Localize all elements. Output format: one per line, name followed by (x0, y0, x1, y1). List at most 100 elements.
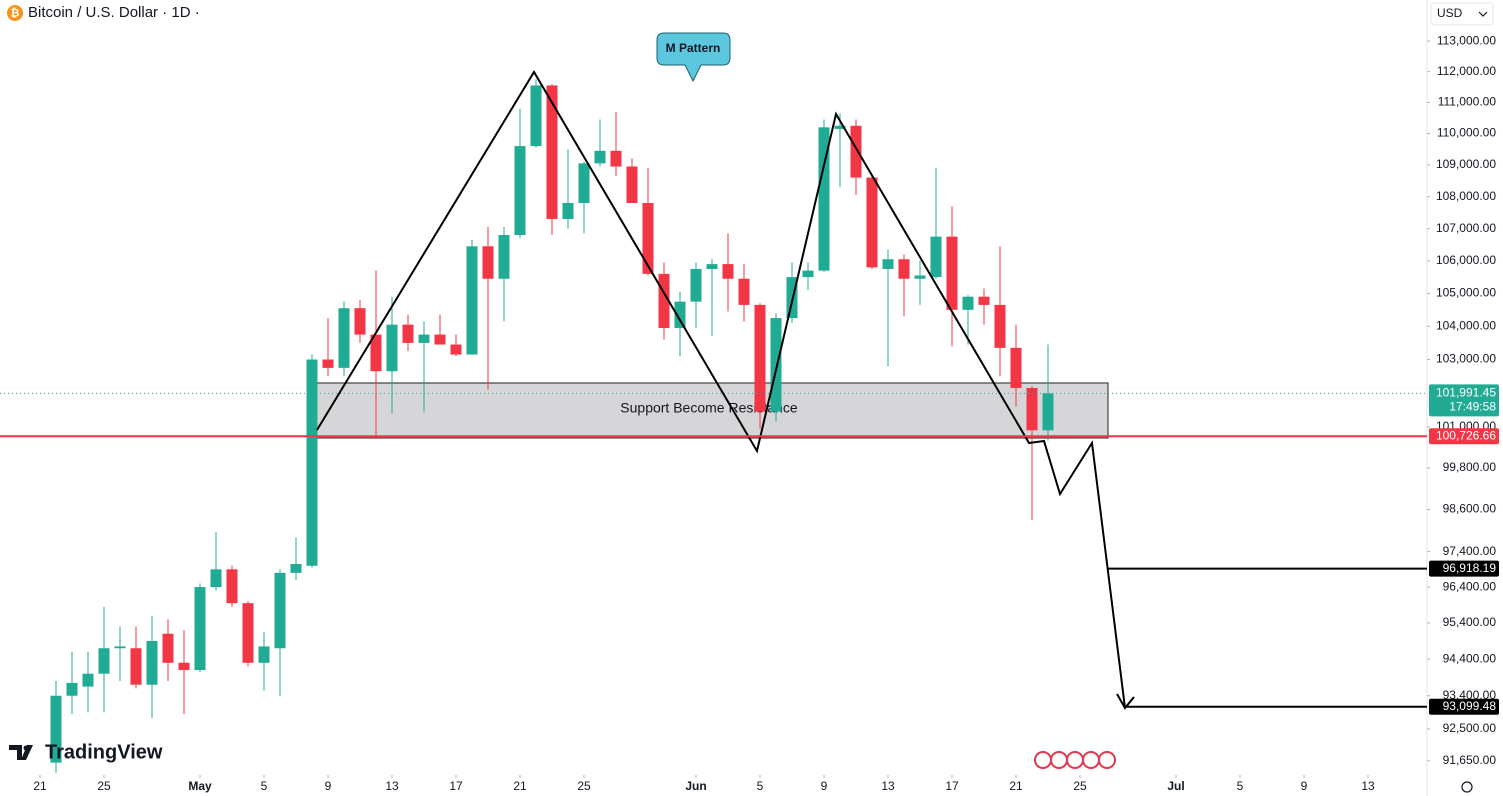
y-tick-label: 92,500.00 (1443, 721, 1497, 735)
callout-label: M Pattern (666, 41, 721, 55)
logo-mark (9, 745, 33, 760)
candle-body (258, 646, 270, 663)
candle-body (450, 344, 462, 355)
price-level-box (1429, 428, 1499, 445)
x-tick-label: 25 (1073, 779, 1087, 793)
coin-symbol: ₿ (11, 7, 20, 19)
candle-body (1026, 387, 1038, 431)
price-level-label: 93,099.48 (1443, 699, 1497, 713)
y-tick-label: 106,000.00 (1436, 253, 1496, 267)
x-tick-label: 21 (513, 779, 527, 793)
y-tick-label: 94,400.00 (1443, 651, 1497, 665)
x-tick-label: 5 (757, 779, 764, 793)
candle-body (1010, 347, 1022, 388)
settings-icon[interactable] (1461, 781, 1473, 793)
currency-label[interactable]: USD (1437, 6, 1463, 20)
candle-body (642, 202, 654, 274)
candle-body (498, 235, 510, 279)
event-icon (1050, 751, 1068, 769)
candle-body (962, 296, 974, 310)
price-level-label: 100,726.66 (1436, 428, 1496, 442)
last-price-box (1429, 384, 1499, 417)
chart-title: Bitcoin / U.S. Dollar · 1D · (28, 4, 200, 21)
x-tick-label: 25 (97, 779, 111, 793)
event-icon (1082, 751, 1100, 769)
candle-body (434, 334, 446, 345)
candle-body (194, 587, 206, 671)
candle-body (66, 682, 78, 696)
m-pattern-path (316, 70, 1126, 709)
candle-body (482, 246, 494, 279)
candle-body (562, 202, 574, 219)
y-tick-label: 98,600.00 (1443, 502, 1497, 516)
candle-body (466, 246, 478, 355)
candle-body (114, 646, 126, 649)
x-tick-label: 5 (261, 779, 268, 793)
candle-body (514, 146, 526, 236)
candle-body (834, 125, 846, 129)
candle-body (546, 85, 558, 219)
candle-body (578, 163, 590, 203)
candle-body (866, 177, 878, 268)
candle-body (402, 324, 414, 343)
candle-body (946, 236, 958, 310)
candle-body (818, 127, 830, 271)
candle-body (690, 268, 702, 302)
candle-body (978, 296, 990, 305)
currency-select[interactable] (1430, 2, 1494, 26)
candle-body (242, 603, 254, 663)
x-tick-label: 9 (821, 779, 828, 793)
logo: TradingView (9, 741, 163, 763)
x-tick-label: 13 (1361, 779, 1375, 793)
x-tick-label: 13 (881, 779, 895, 793)
y-tick-label: 96,400.00 (1443, 579, 1497, 593)
y-tick-label: 108,000.00 (1436, 189, 1496, 203)
x-tick-label: 25 (577, 779, 591, 793)
y-tick-label: 99,800.00 (1443, 460, 1497, 474)
event-icons (1034, 751, 1116, 769)
candle-body (306, 359, 318, 566)
x-tick-label: 21 (33, 779, 47, 793)
price-level-box (1429, 698, 1499, 715)
candle-body (210, 569, 222, 588)
x-tick-label: Jun (685, 779, 706, 793)
candle-body (674, 301, 686, 328)
candle-body (770, 318, 782, 412)
candle-body (994, 304, 1006, 348)
candle-body (754, 304, 766, 412)
countdown-label: 17:49:58 (1449, 400, 1496, 414)
candle-body (146, 640, 158, 685)
candle-body (706, 264, 718, 269)
candle-body (386, 324, 398, 372)
y-tick-label: 111,000.00 (1438, 95, 1497, 109)
logo-dot (23, 745, 29, 751)
candle-body (98, 648, 110, 674)
event-icon (1066, 751, 1084, 769)
x-tick-label: 5 (1237, 779, 1244, 793)
candle-body (274, 572, 286, 649)
candle-body (178, 662, 190, 671)
candle-body (322, 359, 334, 368)
candle-body (850, 125, 862, 178)
y-tick-label: 107,000.00 (1436, 221, 1496, 235)
candle-body (882, 259, 894, 269)
price-level-label: 96,918.19 (1443, 561, 1497, 575)
event-icon (1098, 751, 1116, 769)
y-tick-label: 112,000.00 (1437, 64, 1496, 78)
x-tick-label: 17 (449, 779, 463, 793)
candle-body (594, 150, 606, 164)
candle-body (226, 569, 238, 604)
x-tick-label: 21 (1009, 779, 1023, 793)
x-tick-label: Jul (1167, 779, 1184, 793)
event-icon (1034, 751, 1052, 769)
x-tick-label: 17 (945, 779, 959, 793)
x-tick-label: 9 (1301, 779, 1308, 793)
support-zone (316, 382, 1109, 439)
candle-body (290, 563, 302, 573)
candle-body (354, 308, 366, 335)
candle-body (82, 673, 94, 687)
candle-body (338, 308, 350, 368)
candle-body (722, 264, 734, 279)
